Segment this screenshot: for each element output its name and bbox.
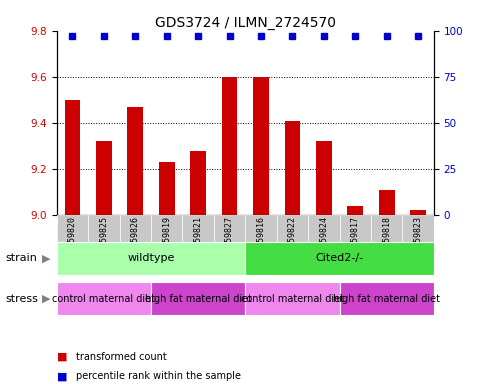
Text: percentile rank within the sample: percentile rank within the sample	[76, 371, 242, 381]
Bar	[410, 210, 426, 215]
Bar	[340, 282, 434, 315]
Bar	[57, 242, 245, 275]
Text: GSM559820: GSM559820	[68, 217, 77, 262]
Bar	[245, 242, 434, 275]
Bar	[88, 215, 119, 242]
Text: control maternal diet: control maternal diet	[52, 293, 155, 304]
Bar	[190, 151, 206, 215]
Text: ▶: ▶	[42, 253, 50, 263]
Text: GSM559823: GSM559823	[414, 217, 423, 262]
Bar	[348, 206, 363, 215]
Title: GDS3724 / ILMN_2724570: GDS3724 / ILMN_2724570	[155, 16, 336, 30]
Bar	[151, 215, 182, 242]
Bar	[57, 282, 151, 315]
Text: wildtype: wildtype	[127, 253, 175, 263]
Bar	[214, 215, 246, 242]
Bar	[402, 215, 434, 242]
Bar	[245, 215, 277, 242]
Text: stress: stress	[5, 293, 38, 304]
Bar	[127, 107, 143, 215]
Bar	[253, 77, 269, 215]
Bar	[159, 162, 175, 215]
Bar	[151, 282, 245, 315]
Text: GSM559825: GSM559825	[99, 217, 108, 262]
Bar	[222, 77, 238, 215]
Text: GSM559818: GSM559818	[382, 217, 391, 262]
Text: GSM559819: GSM559819	[162, 217, 171, 262]
Text: GSM559822: GSM559822	[288, 217, 297, 262]
Bar	[284, 121, 300, 215]
Text: ■: ■	[57, 371, 67, 381]
Text: control maternal diet: control maternal diet	[241, 293, 344, 304]
Text: GSM559816: GSM559816	[256, 217, 266, 262]
Bar	[65, 100, 80, 215]
Bar	[57, 215, 88, 242]
Bar	[316, 141, 332, 215]
Bar	[119, 215, 151, 242]
Text: GSM559821: GSM559821	[194, 217, 203, 262]
Bar	[96, 141, 112, 215]
Text: high fat maternal diet: high fat maternal diet	[333, 293, 440, 304]
Bar	[340, 215, 371, 242]
Text: Cited2-/-: Cited2-/-	[316, 253, 364, 263]
Text: strain: strain	[5, 253, 37, 263]
Text: transformed count: transformed count	[76, 352, 167, 362]
Bar	[379, 190, 394, 215]
Text: GSM559827: GSM559827	[225, 217, 234, 262]
Bar	[371, 215, 402, 242]
Text: GSM559817: GSM559817	[351, 217, 360, 262]
Text: high fat maternal diet: high fat maternal diet	[144, 293, 251, 304]
Bar	[308, 215, 340, 242]
Text: GSM559826: GSM559826	[131, 217, 140, 262]
Text: ▶: ▶	[42, 293, 50, 304]
Text: ■: ■	[57, 352, 67, 362]
Bar	[245, 282, 340, 315]
Bar	[182, 215, 214, 242]
Text: GSM559824: GSM559824	[319, 217, 328, 262]
Bar	[277, 215, 308, 242]
